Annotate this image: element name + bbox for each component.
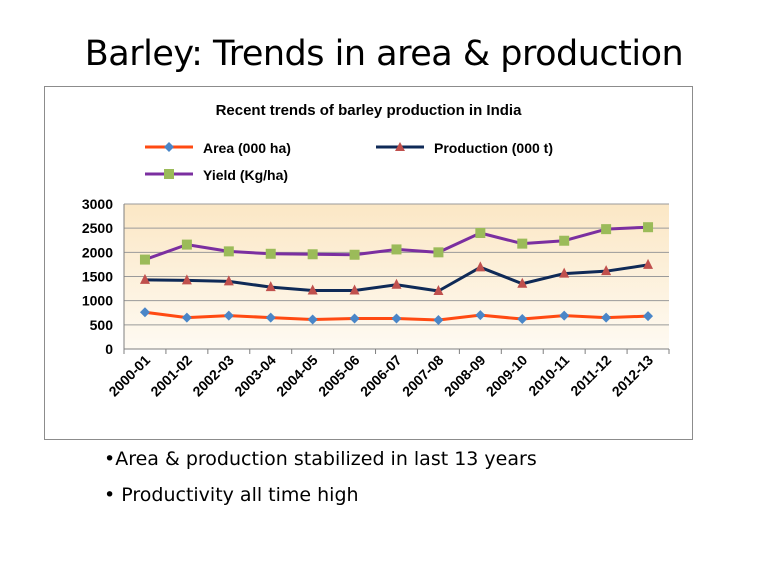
data-point: [517, 277, 528, 288]
data-point: [391, 244, 402, 255]
legend-yield-label: Yield (Kg/ha): [203, 167, 289, 183]
chart-frame: Recent trends of barley production in In…: [44, 86, 693, 440]
bullet-item: • Productivity all time high: [104, 484, 359, 506]
data-point: [265, 248, 276, 259]
x-tick-label: 2011-12: [567, 352, 614, 399]
data-point: [307, 284, 318, 295]
legend-production: Production (000 t): [372, 139, 632, 159]
x-tick-label: 2003-04: [231, 352, 279, 400]
data-point: [307, 249, 318, 260]
legend-yield-swatch: [145, 169, 193, 179]
chart-title: Recent trends of barley production in In…: [215, 102, 522, 119]
legend-area-label: Area (000 ha): [203, 140, 291, 156]
data-point: [265, 312, 276, 323]
data-point: [223, 275, 234, 286]
data-point: [307, 314, 318, 325]
data-point: [517, 238, 528, 249]
x-tick-label: 2009-10: [483, 352, 531, 400]
bullet-item: •Area & production stabilized in last 13…: [104, 448, 537, 470]
legend-production-swatch: [376, 142, 424, 151]
slide-title: Barley: Trends in area & production: [84, 34, 684, 74]
y-tick-label: 1000: [82, 293, 113, 309]
data-point: [475, 228, 486, 238]
x-tick-label: 2001-02: [147, 352, 195, 400]
x-tick-label: 2002-03: [189, 352, 237, 400]
y-tick-label: 0: [105, 341, 113, 357]
data-point: [181, 239, 192, 250]
data-point: [475, 310, 486, 321]
data-point: [265, 281, 276, 292]
data-point: [559, 267, 570, 278]
data-point: [181, 274, 192, 285]
data-point: [517, 314, 528, 325]
data-point: [433, 285, 444, 295]
data-point: [433, 315, 444, 325]
y-tick-label: 2000: [82, 244, 113, 260]
x-tick-label: 2007-08: [399, 352, 447, 400]
x-tick-label: 2010-11: [525, 352, 572, 399]
data-point: [601, 312, 612, 323]
data-point: [643, 222, 654, 233]
data-point: [601, 265, 612, 276]
data-point: [559, 310, 570, 321]
data-point: [349, 313, 360, 324]
bullet-list: •Area & production stabilized in last 13…: [104, 447, 537, 519]
y-tick-label: 2500: [82, 220, 113, 236]
y-tick-label: 3000: [82, 196, 113, 212]
x-tick-label: 2012-13: [609, 352, 657, 400]
data-point: [139, 273, 150, 284]
data-point: [433, 247, 444, 258]
y-tick-label: 500: [90, 317, 114, 333]
data-point: [391, 278, 402, 289]
data-point: [139, 254, 150, 265]
legend-production-label: Production (000 t): [434, 140, 554, 156]
chart-plot: 0500100015002000250030002000-012001-0220…: [82, 196, 670, 400]
data-point: [181, 312, 192, 323]
data-point: [223, 246, 234, 257]
data-point: [601, 224, 612, 235]
x-tick-label: 2000-01: [105, 352, 153, 400]
x-tick-label: 2008-09: [441, 352, 489, 400]
legend-area-swatch: [145, 142, 193, 152]
data-point: [475, 261, 486, 272]
legend-yield: Yield (Kg/ha): [141, 166, 381, 186]
x-tick-label: 2005-06: [315, 352, 363, 400]
data-point: [223, 310, 234, 321]
y-tick-label: 1500: [82, 269, 113, 285]
data-point: [559, 235, 570, 246]
data-point: [349, 249, 360, 260]
x-tick-label: 2004-05: [273, 352, 321, 400]
x-tick-label: 2006-07: [357, 352, 405, 400]
data-point: [139, 307, 150, 318]
legend-area: Area (000 ha): [141, 139, 381, 159]
data-point: [349, 284, 360, 295]
data-point: [643, 258, 654, 269]
data-point: [391, 313, 402, 324]
data-point: [643, 311, 654, 322]
